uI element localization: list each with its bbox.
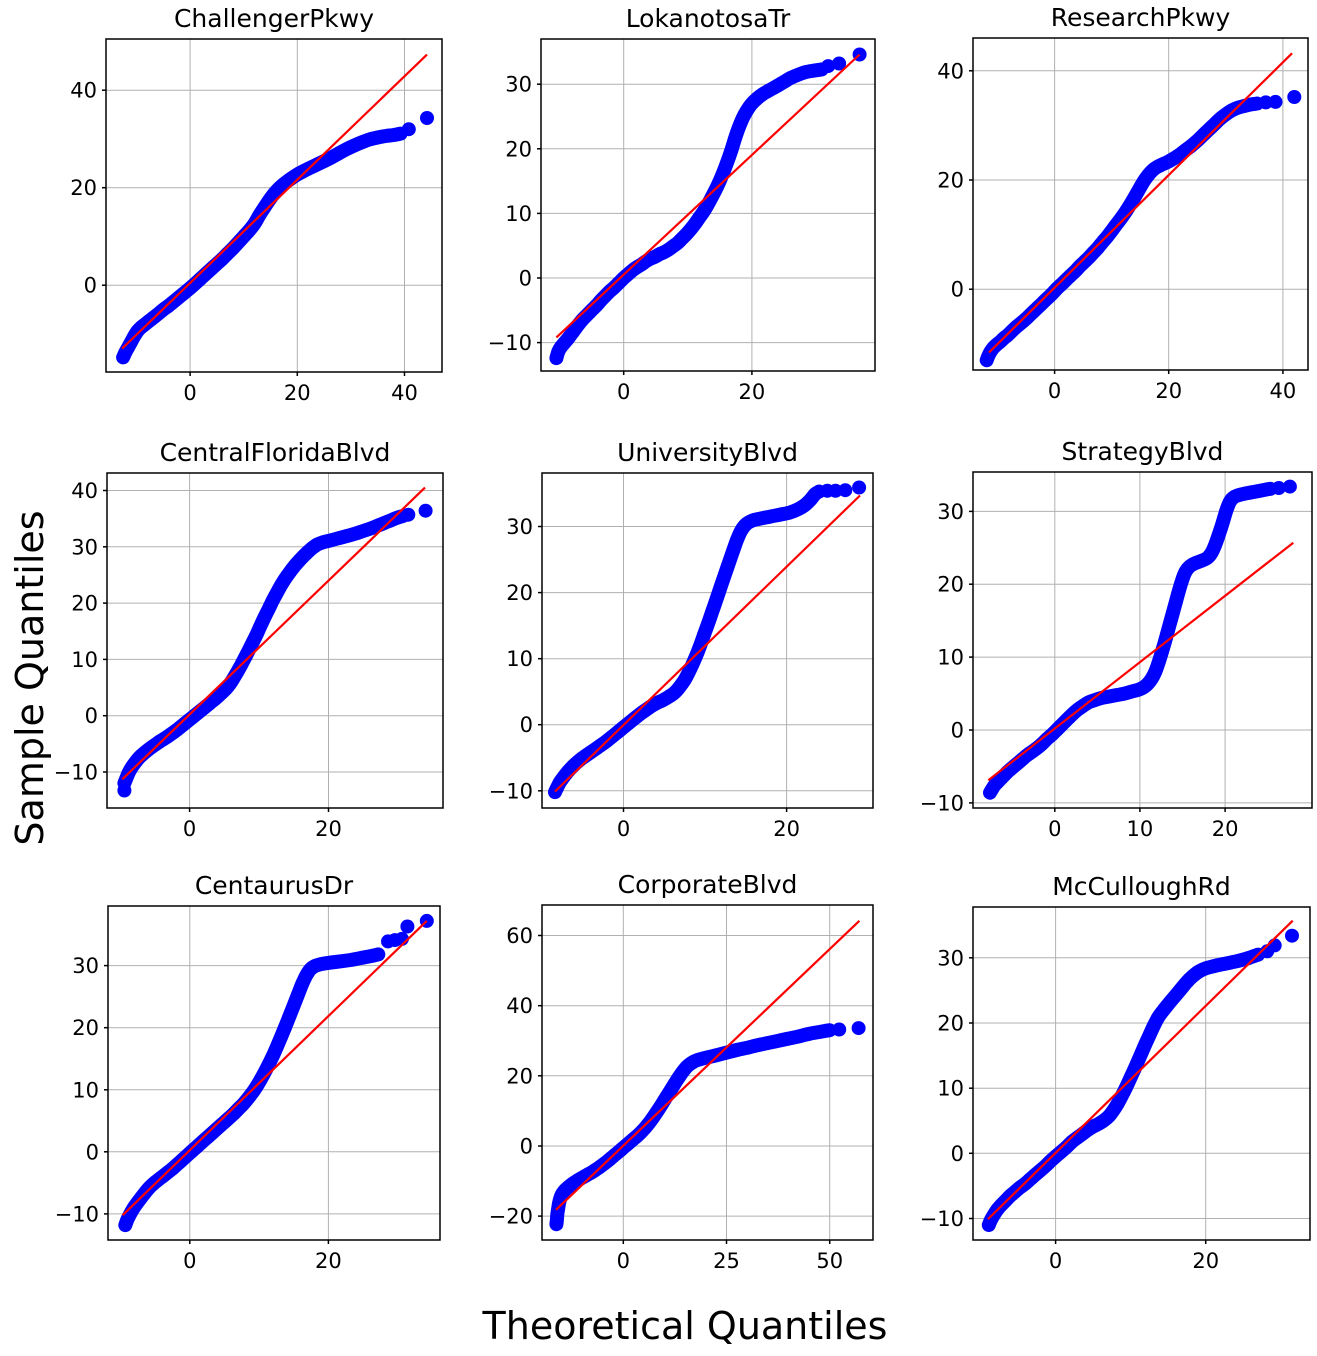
- svg-text:30: 30: [506, 515, 533, 539]
- svg-text:0: 0: [1049, 1249, 1062, 1273]
- svg-text:0: 0: [1048, 817, 1061, 841]
- svg-text:0: 0: [183, 381, 196, 405]
- subplot-lokanotosatr: LokanotosaTr 0 20 −10 0 10 20 30: [471, 3, 889, 415]
- svg-text:0: 0: [84, 274, 97, 298]
- svg-text:0: 0: [951, 1142, 964, 1166]
- svg-text:0: 0: [1048, 379, 1061, 403]
- svg-text:10: 10: [71, 648, 98, 672]
- qq-plot-svg: 0 20 −10 0 10 20 30 40: [54, 472, 444, 841]
- svg-text:20: 20: [937, 169, 964, 193]
- subplot-strategyblvd: StrategyBlvd 0 10 20 −10 0 10 20 30: [903, 436, 1317, 852]
- svg-text:40: 40: [1270, 379, 1297, 403]
- svg-text:0: 0: [951, 278, 964, 302]
- qq-plot-svg: 0 20 −10 0 10 20 30: [55, 905, 441, 1273]
- svg-text:0: 0: [183, 817, 196, 841]
- svg-text:20: 20: [506, 581, 533, 605]
- subplot-title: CentaurusDr: [194, 871, 354, 900]
- svg-text:10: 10: [72, 1078, 99, 1102]
- svg-text:0: 0: [85, 704, 98, 728]
- svg-text:20: 20: [773, 817, 800, 841]
- svg-text:10: 10: [937, 1077, 964, 1101]
- qq-plot-svg: 0 25 50 −20 0 20 40 60: [489, 904, 874, 1273]
- svg-text:20: 20: [1155, 379, 1182, 403]
- svg-text:−10: −10: [920, 1207, 964, 1231]
- subplot-title: CentralFloridaBlvd: [159, 438, 391, 467]
- qq-plot-svg: 0 20 −10 0 10 20 30: [488, 38, 876, 404]
- svg-text:0: 0: [951, 719, 964, 743]
- qq-plot-svg: 0 20 40 0 20 40: [937, 37, 1309, 403]
- subplot-title: ChallengerPkwy: [173, 4, 375, 33]
- subplot-mcculloughrd: McCulloughRd 0 20 −10 0 10 20 30: [903, 871, 1317, 1284]
- svg-text:0: 0: [617, 380, 630, 404]
- svg-text:25: 25: [713, 1249, 740, 1273]
- subplot-challengerpkwy: ChallengerPkwy 0 20 40 0 20 40: [36, 3, 456, 416]
- svg-text:20: 20: [70, 176, 97, 200]
- subplot-title: StrategyBlvd: [1061, 437, 1224, 466]
- svg-text:20: 20: [739, 380, 766, 404]
- subplot-researchpkwy: ResearchPkwy 0 20 40 0 20 40: [903, 2, 1317, 414]
- svg-text:20: 20: [1212, 817, 1239, 841]
- subplot-centralfloridablvd: CentralFloridaBlvd 0 20 −10 0 10 20 30 40: [37, 437, 457, 852]
- svg-text:30: 30: [937, 946, 964, 970]
- svg-text:40: 40: [70, 79, 97, 103]
- svg-text:60: 60: [506, 924, 533, 948]
- svg-text:20: 20: [71, 592, 98, 616]
- qq-plot-svg: 0 10 20 −10 0 10 20 30: [920, 471, 1313, 841]
- svg-text:10: 10: [937, 646, 964, 670]
- qq-plot-svg: 0 20 −10 0 10 20 30: [920, 906, 1311, 1273]
- svg-text:20: 20: [937, 573, 964, 597]
- svg-text:50: 50: [816, 1249, 843, 1273]
- svg-text:0: 0: [86, 1140, 99, 1164]
- svg-text:0: 0: [519, 267, 532, 291]
- subplot-title: LokanotosaTr: [625, 4, 791, 33]
- qq-plot-svg: 0 20 −10 0 10 20 30: [489, 472, 874, 841]
- svg-text:−20: −20: [489, 1205, 533, 1229]
- qq-plot-svg: 0 20 40 0 20 40: [70, 38, 443, 405]
- svg-text:−10: −10: [55, 1202, 99, 1226]
- subplot-title: ResearchPkwy: [1050, 3, 1231, 32]
- subplot-corporateblvd: CorporateBlvd 0 25 50 −20 0 20 40 60: [472, 869, 887, 1284]
- svg-text:0: 0: [617, 817, 630, 841]
- svg-text:10: 10: [506, 647, 533, 671]
- svg-text:30: 30: [71, 535, 98, 559]
- svg-text:30: 30: [937, 500, 964, 524]
- svg-text:40: 40: [71, 479, 98, 503]
- svg-text:0: 0: [520, 1135, 533, 1159]
- subplot-title: CorporateBlvd: [617, 870, 798, 899]
- svg-text:−10: −10: [54, 761, 98, 785]
- subplot-title: McCulloughRd: [1052, 872, 1231, 901]
- svg-text:20: 20: [1192, 1249, 1219, 1273]
- x-axis-label: Theoretical Quantiles: [482, 1304, 888, 1348]
- svg-text:−10: −10: [920, 791, 964, 815]
- subplot-universityblvd: UniversityBlvd 0 20 −10 0 10 20 30: [472, 437, 887, 852]
- svg-text:20: 20: [505, 137, 532, 161]
- svg-text:0: 0: [183, 1249, 196, 1273]
- svg-text:0: 0: [617, 1249, 630, 1273]
- svg-text:30: 30: [72, 954, 99, 978]
- svg-text:0: 0: [520, 713, 533, 737]
- subplot-centaurusdr: CentaurusDr 0 20 −10 0 10 20 30: [38, 870, 454, 1284]
- svg-text:20: 20: [72, 1016, 99, 1040]
- svg-text:20: 20: [506, 1064, 533, 1088]
- svg-text:40: 40: [506, 994, 533, 1018]
- svg-text:20: 20: [284, 381, 311, 405]
- y-axis-label: Sample Quantiles: [8, 510, 52, 846]
- svg-text:40: 40: [391, 381, 418, 405]
- svg-text:20: 20: [937, 1012, 964, 1036]
- svg-text:10: 10: [1127, 817, 1154, 841]
- svg-text:20: 20: [315, 817, 342, 841]
- svg-text:−10: −10: [489, 779, 533, 803]
- svg-text:20: 20: [315, 1249, 342, 1273]
- svg-text:10: 10: [505, 202, 532, 226]
- svg-text:40: 40: [937, 59, 964, 83]
- subplot-title: UniversityBlvd: [617, 438, 798, 467]
- svg-text:30: 30: [505, 73, 532, 97]
- svg-text:−10: −10: [488, 331, 532, 355]
